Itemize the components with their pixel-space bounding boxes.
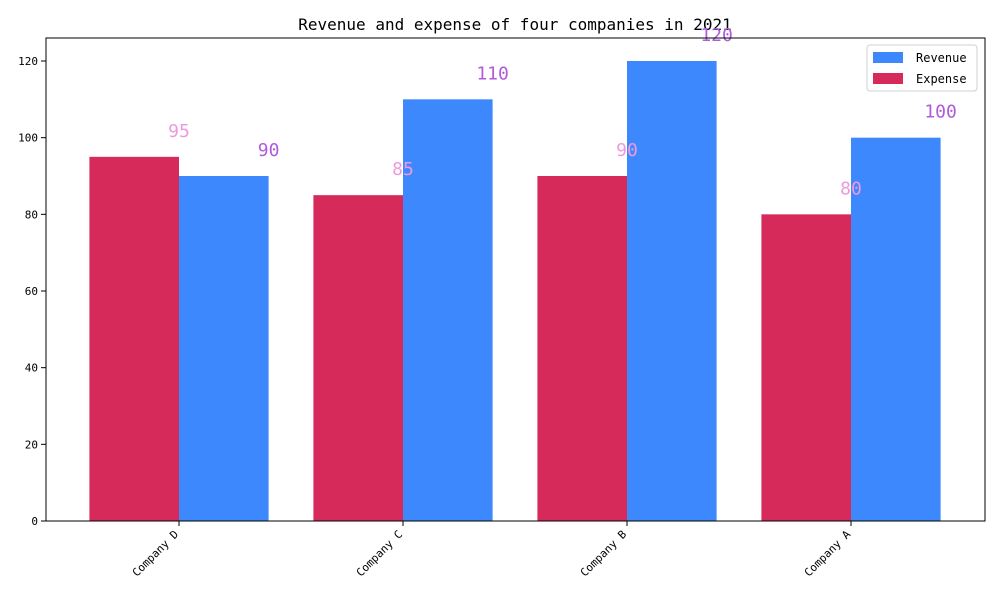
x-tick-label: Company C [354, 528, 405, 579]
y-tick-label: 100 [18, 132, 38, 145]
bar-expense-company-a [761, 214, 851, 522]
data-label: 100 [924, 102, 957, 123]
bar-revenue-company-d [179, 176, 269, 521]
chart-title: Revenue and expense of four companies in… [298, 15, 731, 34]
legend-swatch-revenue [873, 52, 903, 63]
data-label: 85 [392, 159, 414, 180]
bar-revenue-company-a [851, 137, 941, 521]
legend-swatch-expense [873, 73, 903, 84]
plot-frame [45, 37, 986, 522]
bar-expense-company-c [313, 195, 403, 521]
data-label: 90 [616, 140, 638, 161]
bars-layer [89, 61, 941, 522]
data-label: 120 [700, 25, 733, 46]
bar-expense-company-b [537, 176, 627, 521]
data-label: 80 [840, 178, 862, 199]
data-labels-layer: 95 90 85 110 90 120 80 100 [168, 25, 957, 199]
bar-expense-company-d [89, 156, 179, 522]
y-tick-label: 60 [25, 285, 38, 298]
y-tick-label: 120 [18, 55, 38, 68]
y-tick-label: 80 [25, 208, 38, 221]
data-label: 95 [168, 121, 190, 142]
legend-label-expense: Expense [916, 72, 967, 86]
y-tick-label: 40 [25, 362, 38, 375]
data-label: 90 [258, 140, 280, 161]
data-label: 110 [476, 63, 509, 84]
x-tick-label: Company A [802, 528, 854, 580]
y-tick-label: 0 [31, 515, 38, 528]
y-tick-label: 20 [25, 438, 38, 451]
legend: Revenue Expense [866, 44, 978, 92]
legend-label-revenue: Revenue [916, 51, 967, 65]
x-tick-label: Company B [578, 528, 630, 580]
bar-revenue-company-c [403, 99, 493, 521]
x-tick-label: Company D [130, 528, 181, 579]
bar-revenue-company-b [627, 61, 717, 521]
